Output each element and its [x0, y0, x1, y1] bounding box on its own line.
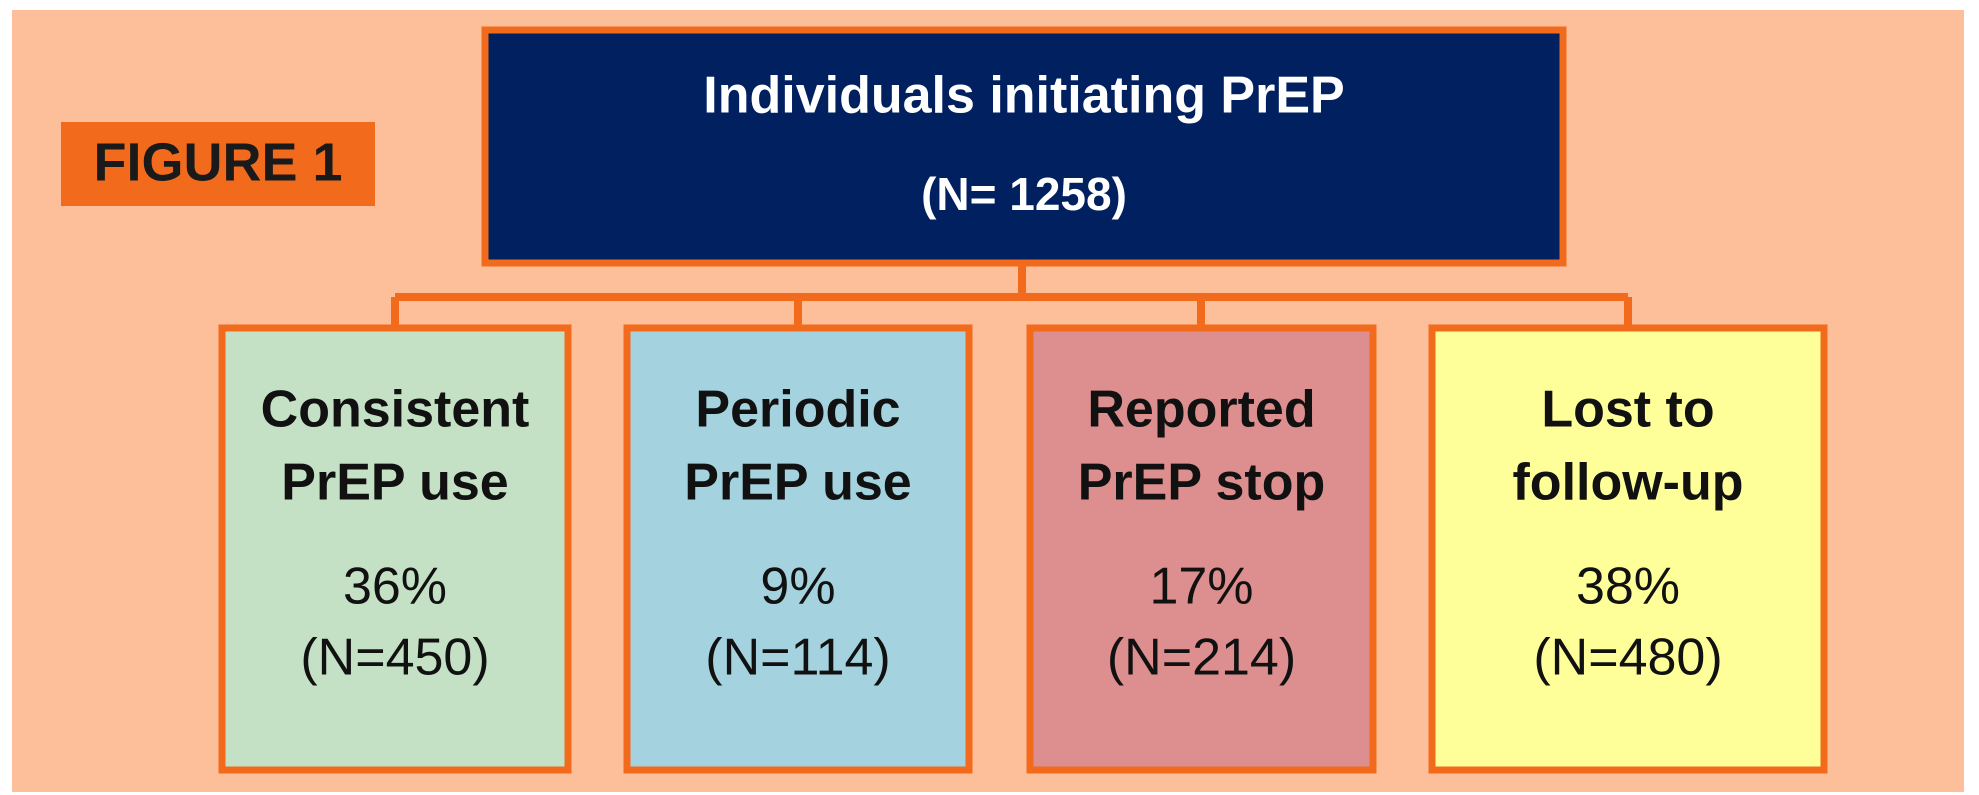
category-label: PrEP stop — [1078, 454, 1326, 512]
category-box — [1026, 324, 1377, 774]
category-n: (N=480) — [1533, 629, 1722, 687]
category-percent: 17% — [1149, 558, 1253, 616]
category-box — [218, 324, 572, 774]
category-box — [623, 324, 973, 774]
category-label: Periodic — [695, 381, 900, 439]
figure-label: FIGURE 1 — [93, 132, 342, 192]
category-percent: 38% — [1576, 558, 1680, 616]
category-box — [1428, 324, 1828, 774]
connectors — [391, 265, 1632, 326]
root-box — [481, 26, 1567, 267]
root-n: (N= 1258) — [921, 168, 1127, 220]
category-label: PrEP use — [684, 454, 911, 512]
category-label: PrEP use — [281, 454, 508, 512]
category-label: Lost to — [1541, 381, 1714, 439]
category-label: Reported — [1087, 381, 1315, 439]
category-percent: 9% — [760, 558, 835, 616]
category-n: (N=450) — [300, 629, 489, 687]
root-title: Individuals initiating PrEP — [703, 67, 1344, 125]
category-n: (N=214) — [1107, 629, 1296, 687]
category-n: (N=114) — [705, 629, 890, 687]
figure-label-box — [61, 122, 375, 206]
category-percent: 36% — [343, 558, 447, 616]
category-label: Consistent — [261, 381, 530, 439]
category-label: follow-up — [1512, 454, 1743, 512]
